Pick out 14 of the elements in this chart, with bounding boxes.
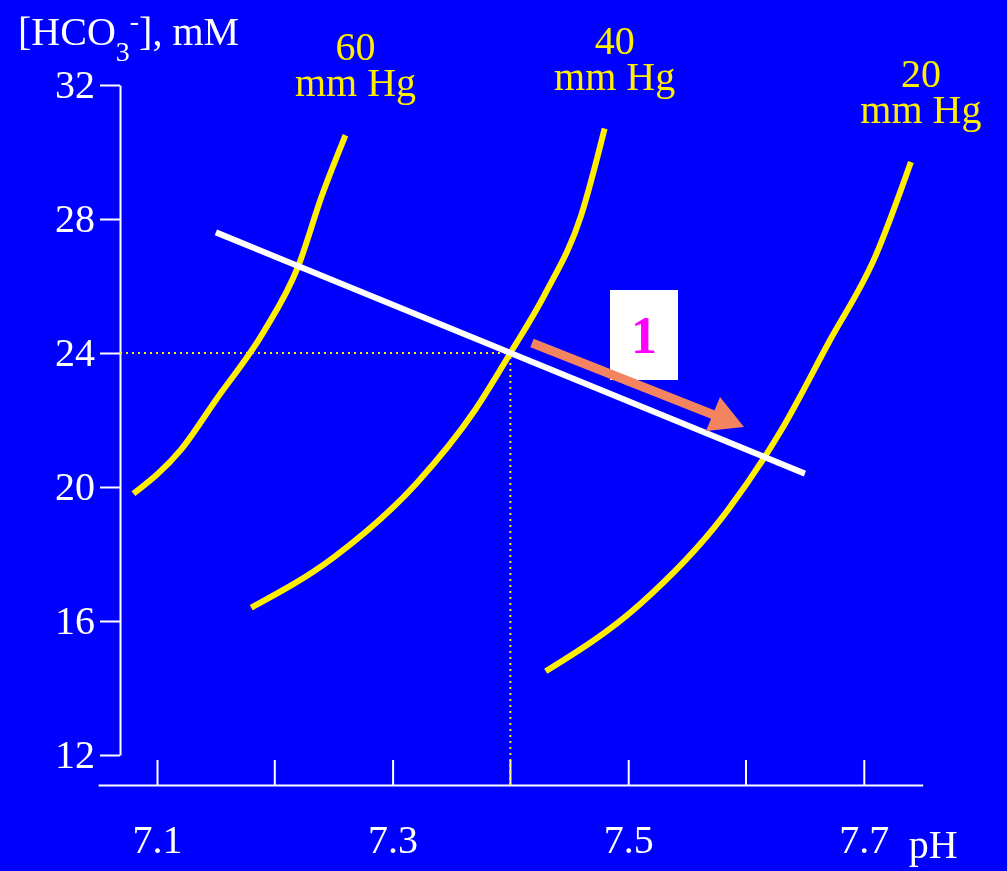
y-tick-label: 24 [55, 330, 95, 376]
x-tick-label: 7.7 [839, 817, 890, 863]
x-tick-label: 7.3 [368, 817, 419, 863]
x-axis-title: pH [908, 822, 958, 867]
y-tick-label: 28 [55, 196, 95, 242]
x-tick-label: 7.1 [132, 817, 183, 863]
series-label: 20 mm Hg [860, 51, 982, 133]
annotation: 1 [631, 307, 657, 365]
series-label: 40 mm Hg [554, 17, 676, 99]
y-tick-label: 12 [55, 732, 95, 778]
y-tick-label: 16 [55, 598, 95, 644]
y-tick-label: 20 [55, 464, 95, 510]
x-tick-label: 7.5 [603, 817, 654, 863]
series-label: 60 mm Hg [294, 24, 417, 106]
